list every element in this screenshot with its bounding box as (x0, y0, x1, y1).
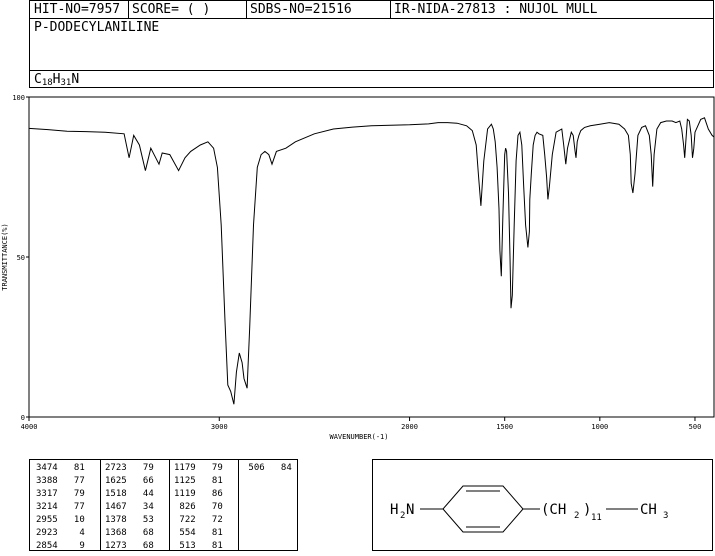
peak-row: 2854 9 (36, 541, 85, 551)
peak-row: 2923 4 (36, 528, 85, 538)
peak-row: 826 70 (174, 502, 223, 512)
x-tick-label: 2000 (401, 423, 418, 431)
peak-row: 2955 10 (36, 515, 85, 525)
peak-row: 1378 53 (105, 515, 154, 525)
peak-row: 3388 77 (36, 476, 85, 486)
peak-column: 3474 81 3388 77 3317 79 3214 77 2955 10 2923 … (36, 462, 85, 553)
peak-row: 3317 79 (36, 489, 85, 499)
formula-h: H (52, 72, 61, 87)
header-row: HIT-NO=7957 SCORE= ( ) SDBS-NO=21516 IR-… (30, 1, 713, 19)
peak-row: 3474 81 (36, 463, 85, 473)
peak-row: 1125 81 (174, 476, 223, 486)
compound-name: P-DODECYLANILINE (34, 20, 160, 35)
peak-row: 1273 68 (105, 541, 154, 551)
terminal-subscript: 3 (663, 511, 668, 521)
hit-number: HIT-NO=7957 (34, 2, 121, 17)
formula-c: C (34, 72, 42, 87)
amine-subscript: 2 (400, 511, 405, 521)
formula-n: N (71, 72, 80, 87)
formula-h-count: 31 (60, 78, 72, 88)
score: SCORE= ( ) (132, 2, 211, 17)
x-tick-label: 4000 (21, 423, 38, 431)
y-tick-label: 0 (21, 414, 25, 422)
peak-row: 506 84 (243, 463, 292, 473)
peak-column: 2723 79 1625 66 1518 44 1467 34 1378 53 1368 … (105, 462, 154, 553)
peak-row: 1119 86 (174, 489, 223, 499)
structure-panel: H 2 N (CH 2 ) 11 CH 3 (372, 459, 713, 551)
peak-row: 554 81 (174, 528, 223, 538)
peak-column: 1179 79 1125 81 1119 86 826 70 722 72 554 … (174, 462, 223, 553)
divider (30, 70, 713, 71)
molecular-formula: C18H31N (34, 72, 79, 91)
divider (390, 1, 391, 18)
peak-row: 2723 79 (105, 463, 154, 473)
formula-c-count: 18 (41, 78, 53, 88)
header-panel: HIT-NO=7957 SCORE= ( ) SDBS-NO=21516 IR-… (29, 0, 714, 88)
y-tick-label: 100 (12, 94, 25, 102)
chain-open: (CH (541, 502, 566, 518)
amine-h: H (390, 502, 398, 518)
chain-subscript: 2 (574, 511, 579, 521)
spectrum-line (28, 117, 715, 405)
ir-nida-info: IR-NIDA-27813 : NUJOL MULL (394, 2, 598, 17)
chain-count: 11 (591, 513, 602, 523)
divider (169, 460, 170, 550)
x-axis-label: WAVENUMBER(-1) (329, 433, 388, 441)
peak-row: 3214 77 (36, 502, 85, 512)
benzene-ring (442, 485, 524, 533)
peak-row: 722 72 (174, 515, 223, 525)
x-tick-label: 500 (689, 423, 702, 431)
peak-row: 513 81 (174, 541, 223, 551)
ir-spectrum-chart: 4000 3000 2000 1500 1000 500 0 50 100 TRANSMITTA… (1, 94, 715, 441)
divider (246, 1, 247, 18)
terminal-ch: CH (640, 502, 657, 518)
chain-close: ) (583, 502, 591, 518)
peak-row: 1467 34 (105, 502, 154, 512)
x-tick-label: 1000 (591, 423, 608, 431)
peak-table: 3474 81 3388 77 3317 79 3214 77 2955 10 2923 … (29, 459, 298, 551)
peak-row: 1625 66 (105, 476, 154, 486)
x-tick-label: 3000 (211, 423, 228, 431)
structure-diagram: H 2 N (CH 2 ) 11 CH 3 (390, 485, 668, 533)
divider (100, 460, 101, 550)
peak-row: 1179 79 (174, 463, 223, 473)
peak-row: 1368 68 (105, 528, 154, 538)
y-axis-label: TRANSMITTANCE(%) (1, 223, 9, 290)
y-tick-label: 50 (17, 254, 25, 262)
peak-row: 1518 44 (105, 489, 154, 499)
sdbs-number: SDBS-NO=21516 (250, 2, 352, 17)
peak-column: 506 84 (243, 462, 292, 475)
divider (128, 1, 129, 18)
amine-n: N (406, 502, 414, 518)
x-tick-label: 1500 (496, 423, 513, 431)
divider (238, 460, 239, 550)
